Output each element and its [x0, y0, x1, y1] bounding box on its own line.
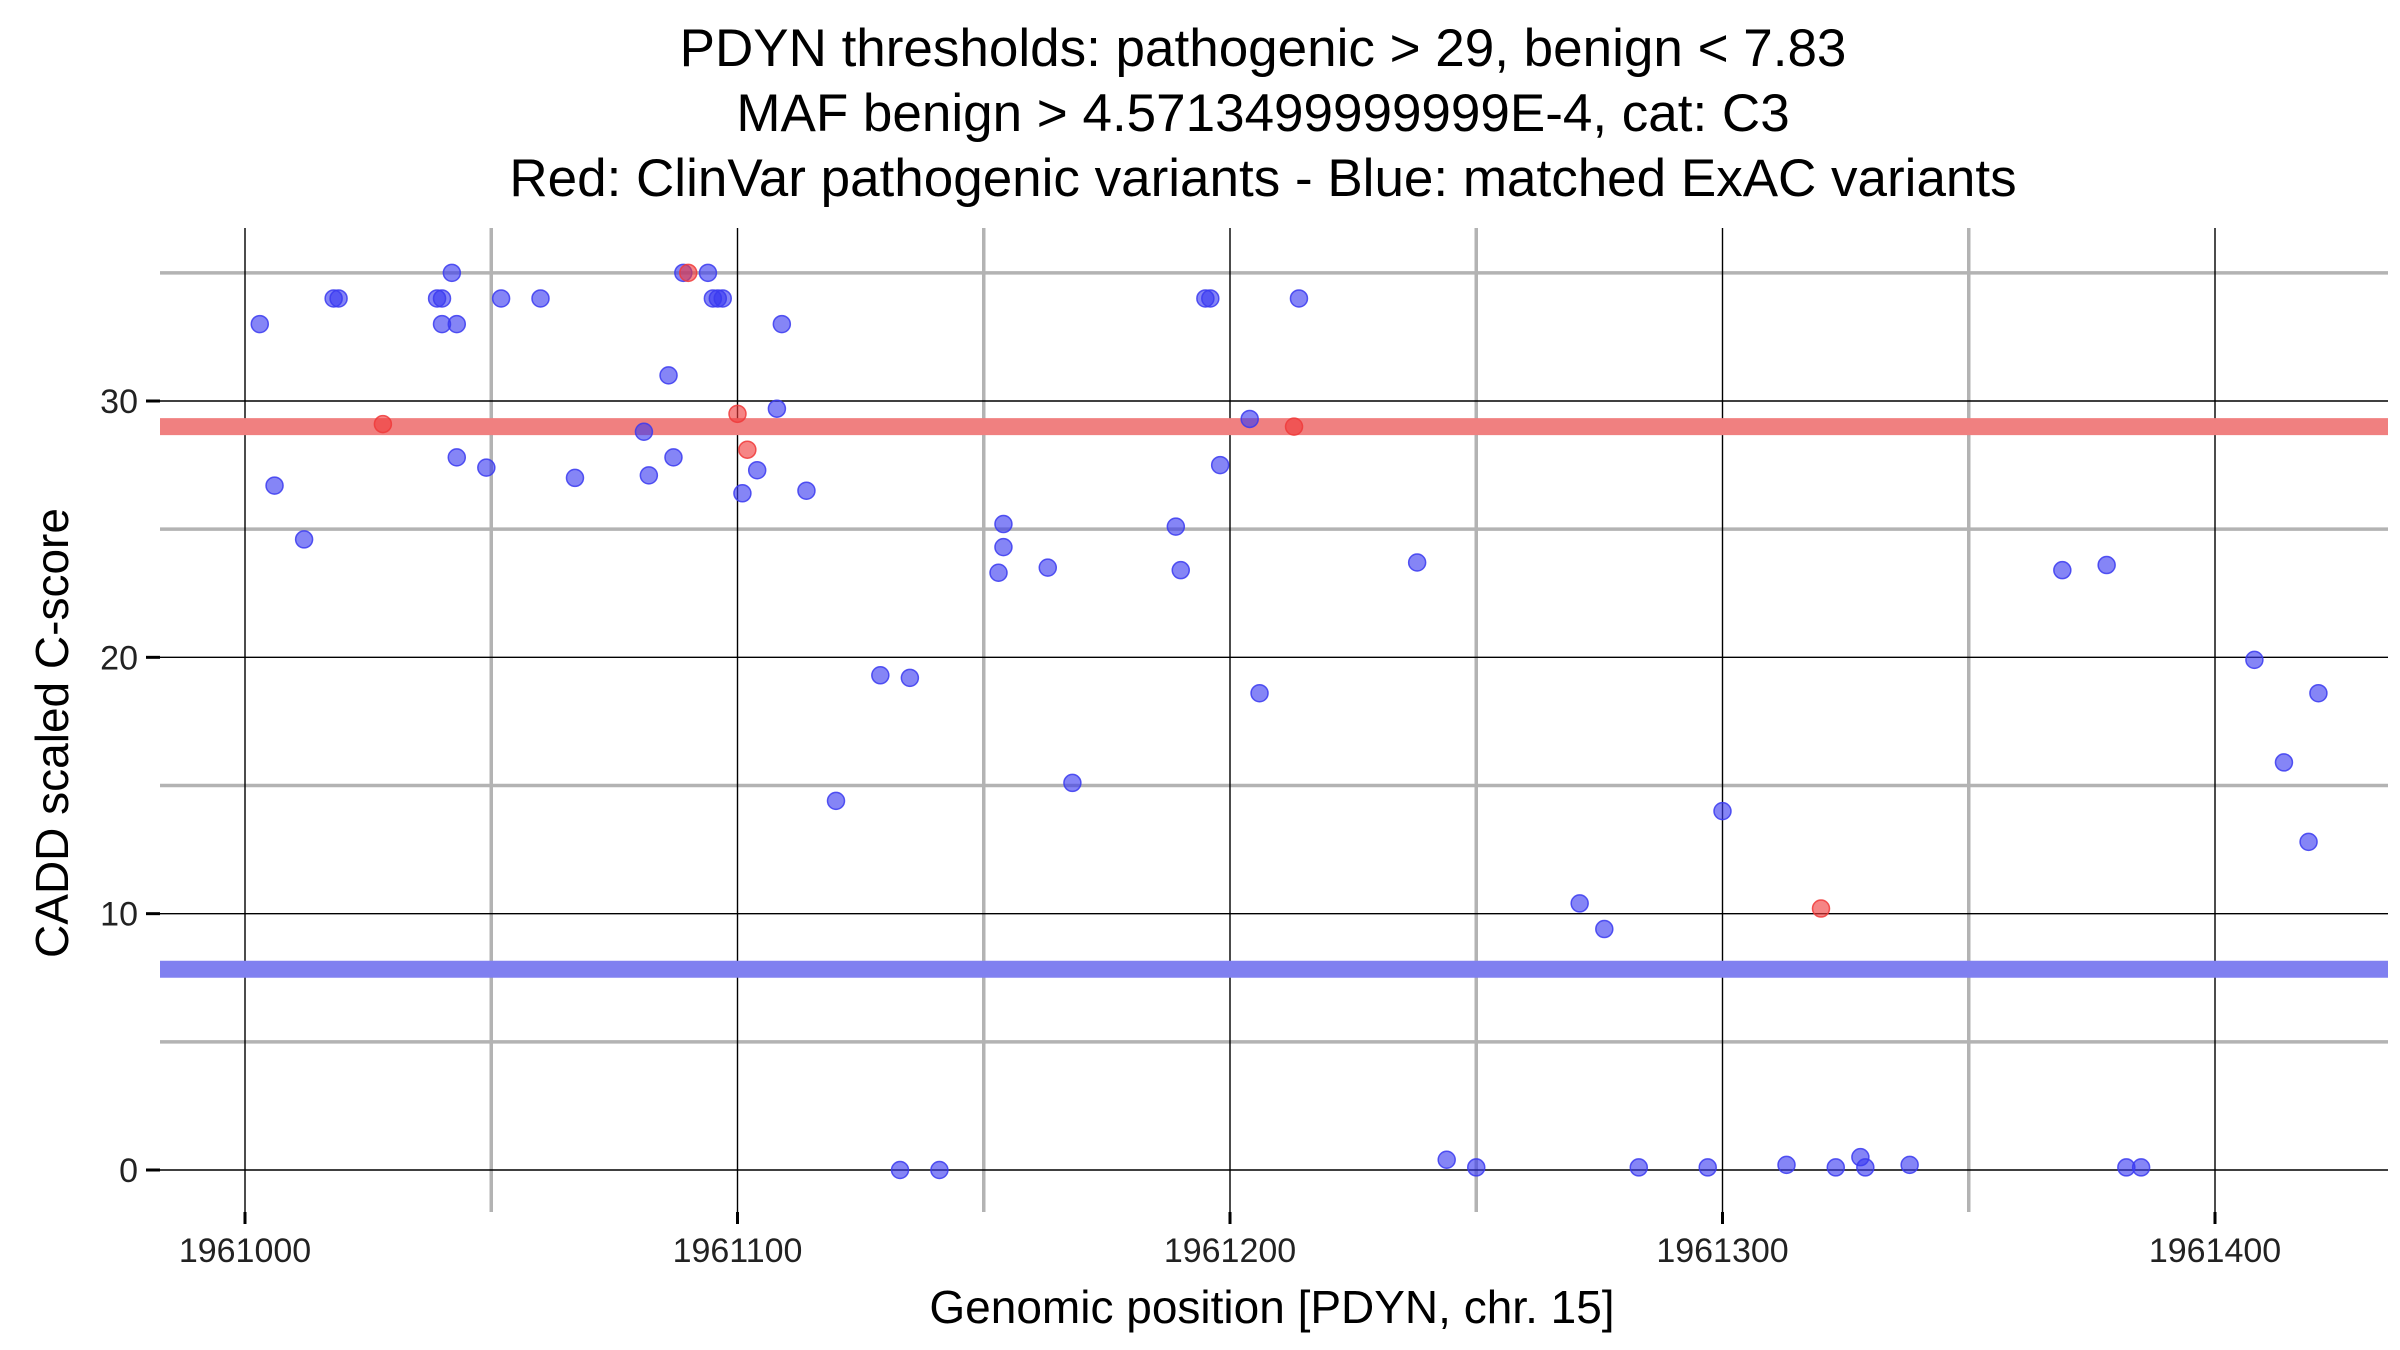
- chart-title-line-3: Red: ClinVar pathogenic variants - Blue:…: [509, 149, 2016, 208]
- exac-variant-point: [1250, 683, 1269, 703]
- exac-variant-point: [1595, 919, 1614, 939]
- exac-variant-point: [639, 466, 659, 485]
- exac-variant-point: [250, 314, 270, 334]
- exac-variant-point: [2245, 650, 2264, 670]
- clinvar-variant-point: [679, 263, 698, 283]
- exac-variant-point: [491, 289, 511, 308]
- exac-variant-point: [797, 481, 816, 500]
- plot-area: [160, 228, 2388, 1212]
- exac-variant-point: [477, 458, 496, 477]
- exac-variant-point: [1063, 773, 1082, 793]
- exac-variant-point: [442, 263, 462, 283]
- exac-variant-point: [1698, 1158, 1717, 1177]
- x-tick-label: 1961200: [1164, 1232, 1296, 1270]
- exac-variant-point: [930, 1160, 949, 1180]
- exac-variant-point: [1407, 553, 1427, 572]
- exac-variant-point: [698, 263, 718, 283]
- clinvar-variant-point: [373, 414, 393, 434]
- exac-variant-point: [1713, 801, 1732, 821]
- exac-variant-point: [2299, 832, 2318, 852]
- x-tick-label: 1961100: [673, 1232, 803, 1270]
- y-tick-label: 30: [100, 383, 138, 421]
- exac-variant-point: [1437, 1150, 1456, 1169]
- y-tick-label: 0: [119, 1152, 138, 1190]
- exac-variant-point: [329, 289, 348, 308]
- clinvar-variant-point: [1284, 417, 1304, 436]
- clinvar-variant-point: [1811, 899, 1831, 918]
- exac-variant-point: [2131, 1158, 2151, 1177]
- exac-variant-point: [994, 537, 1013, 557]
- exac-variant-point: [871, 666, 890, 685]
- x-tick-label: 1961000: [179, 1232, 311, 1270]
- exac-variant-point: [565, 468, 585, 488]
- x-axis-title: Genomic position [PDYN, chr. 15]: [929, 1281, 1614, 1333]
- exac-series: [250, 263, 2328, 1180]
- exac-variant-point: [1201, 289, 1220, 308]
- exac-variant-point: [294, 530, 314, 549]
- chart-title: PDYN thresholds: pathogenic > 29, benign…: [509, 19, 2016, 208]
- exac-variant-point: [2097, 555, 2116, 575]
- y-axis-title: CADD scaled C-score: [26, 508, 78, 958]
- exac-variant-point: [1038, 558, 1058, 577]
- chart-title-line-2: MAF benign > 4.5713499999999E-4, cat: C3: [736, 84, 1789, 143]
- exac-variant-point: [1289, 289, 1309, 308]
- exac-variant-point: [447, 314, 467, 334]
- exac-variant-point: [2053, 560, 2072, 580]
- exac-variant-point: [1570, 894, 1589, 913]
- exac-variant-point: [890, 1160, 910, 1180]
- y-axis: 0 10 20 30: [100, 383, 160, 1190]
- exac-variant-point: [1629, 1158, 1649, 1177]
- exac-variant-point: [432, 289, 452, 308]
- chart-title-line-1: PDYN thresholds: pathogenic > 29, benign…: [680, 19, 1847, 78]
- exac-variant-point: [772, 314, 792, 334]
- y-tick-label: 10: [100, 896, 138, 934]
- exac-variant-point: [1240, 409, 1259, 429]
- x-axis: 1961000 1961100 1961200 1961300 1961400: [179, 1212, 2281, 1270]
- exac-variant-point: [1900, 1155, 1919, 1175]
- exac-variant-point: [826, 791, 846, 811]
- exac-variant-point: [1210, 455, 1230, 475]
- exac-variant-point: [2309, 683, 2328, 703]
- exac-variant-point: [1856, 1158, 1875, 1177]
- exac-variant-point: [531, 289, 550, 308]
- exac-variant-point: [1171, 560, 1190, 580]
- exac-variant-point: [1777, 1155, 1796, 1175]
- exac-variant-point: [265, 476, 284, 495]
- exac-variant-point: [1826, 1158, 1846, 1177]
- exac-variant-point: [664, 448, 683, 467]
- clinvar-variant-point: [728, 404, 747, 424]
- exac-variant-point: [659, 366, 678, 385]
- exac-variant-point: [994, 514, 1013, 534]
- data-points: [250, 263, 2328, 1180]
- clinvar-variant-point: [738, 440, 757, 459]
- exac-variant-point: [747, 460, 767, 480]
- clinvar-series: [373, 263, 1831, 918]
- exac-variant-point: [733, 484, 752, 503]
- exac-variant-point: [713, 289, 732, 308]
- exac-variant-point: [1166, 517, 1186, 536]
- exac-variant-point: [989, 563, 1008, 582]
- y-tick-label: 20: [100, 639, 138, 677]
- exac-variant-point: [634, 422, 654, 442]
- grid-lines: [160, 228, 2388, 1212]
- exac-variant-point: [1467, 1158, 1486, 1177]
- exac-variant-point: [767, 399, 787, 418]
- x-tick-label: 1961300: [1656, 1232, 1788, 1270]
- exac-variant-point: [447, 448, 467, 467]
- exac-variant-point: [2274, 753, 2294, 772]
- x-tick-label: 1961400: [2149, 1232, 2281, 1270]
- exac-variant-point: [900, 668, 920, 688]
- threshold-lines: [160, 418, 2388, 978]
